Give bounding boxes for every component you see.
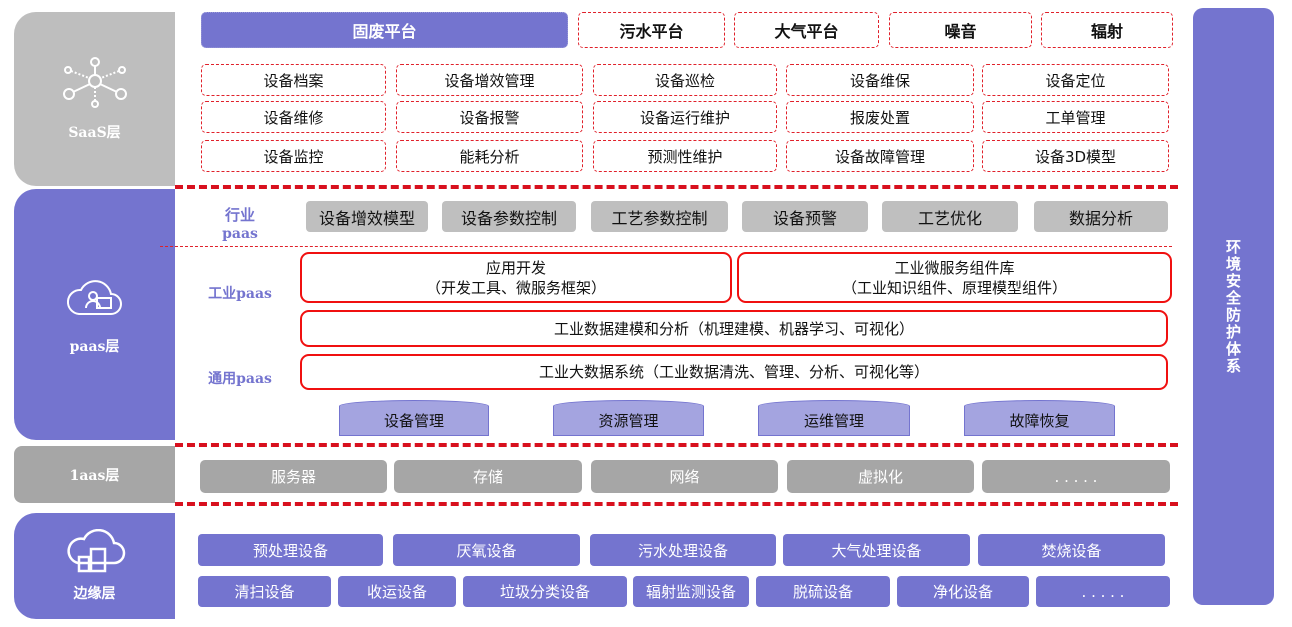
industry-paas-item[interactable]: 工艺优化 <box>882 201 1018 232</box>
cloud-developer-icon <box>66 279 122 315</box>
paas-layer-panel: paas层 <box>14 189 175 440</box>
platform-tab-noise[interactable]: 噪音 <box>889 12 1032 48</box>
platform-tab-air[interactable]: 大气平台 <box>734 12 879 48</box>
edge-device-item[interactable]: 脱硫设备 <box>756 576 890 607</box>
edge-device-item[interactable]: 厌氧设备 <box>393 534 580 566</box>
data-modeling-box: 工业数据建模和分析（机理建模、机器学习、可视化） <box>300 310 1168 347</box>
service-cylinder[interactable]: 资源管理 <box>553 400 704 436</box>
saas-module-item[interactable]: 设备3D模型 <box>982 140 1169 172</box>
network-nodes-icon <box>62 57 127 108</box>
saas-module-item[interactable]: 预测性维护 <box>593 140 777 172</box>
edge-device-item[interactable]: 污水处理设备 <box>590 534 776 566</box>
iaas-item[interactable]: . . . . . <box>982 460 1170 493</box>
saas-module-item[interactable]: 设备档案 <box>201 64 386 96</box>
bigdata-system-box: 工业大数据系统（工业数据清洗、管理、分析、可视化等） <box>300 354 1168 390</box>
paas-divider <box>160 246 1172 247</box>
saas-module-item[interactable]: 设备监控 <box>201 140 386 172</box>
iaas-layer-label: 1aas层 <box>69 467 120 484</box>
platform-tab-sewage[interactable]: 污水平台 <box>578 12 725 48</box>
edge-device-item[interactable]: 辐射监测设备 <box>633 576 749 607</box>
iaas-layer-panel: 1aas层 <box>14 446 175 503</box>
edge-layer-label: 边缘层 <box>73 586 116 602</box>
edge-device-item[interactable]: 清扫设备 <box>198 576 331 607</box>
saas-layer-label: SaaS层 <box>68 125 121 141</box>
saas-module-item[interactable]: 设备维保 <box>786 64 974 96</box>
platform-tab-radiation[interactable]: 辐射 <box>1041 12 1173 48</box>
cloud-devices-icon <box>66 529 125 573</box>
saas-module-item[interactable]: 设备维修 <box>201 101 386 133</box>
microservice-sub: （工业知识组件、原理模型组件） <box>841 278 1067 297</box>
edge-device-item[interactable]: 净化设备 <box>897 576 1029 607</box>
general-paas-label: 通用paas <box>208 371 272 387</box>
saas-module-item[interactable]: 设备增效管理 <box>396 64 583 96</box>
iaas-item[interactable]: 存储 <box>394 460 582 493</box>
saas-module-item[interactable]: 设备故障管理 <box>786 140 974 172</box>
app-dev-title: 应用开发 <box>485 258 546 277</box>
layer-divider <box>175 185 1178 189</box>
edge-device-item[interactable]: 收运设备 <box>338 576 456 607</box>
security-system-bar: 环境安全防护体系 <box>1193 8 1274 605</box>
industry-paas-item[interactable]: 设备预警 <box>742 201 868 232</box>
edge-device-item[interactable]: 焚烧设备 <box>978 534 1165 566</box>
app-dev-box: 应用开发 （开发工具、微服务框架） <box>300 252 732 303</box>
industry-paas-item[interactable]: 工艺参数控制 <box>591 201 728 232</box>
saas-layer-panel: SaaS层 <box>14 12 175 186</box>
microservice-box: 工业微服务组件库 （工业知识组件、原理模型组件） <box>737 252 1172 303</box>
industry-paas-item[interactable]: 设备参数控制 <box>442 201 576 232</box>
microservice-title: 工业微服务组件库 <box>894 258 1015 277</box>
edge-device-item[interactable]: . . . . . <box>1036 576 1170 607</box>
platform-tab-solid-waste[interactable]: 固废平台 <box>201 12 568 48</box>
industry-paas-label-2: paas <box>222 226 258 242</box>
iaas-item[interactable]: 虚拟化 <box>787 460 974 493</box>
saas-module-item[interactable]: 设备运行维护 <box>593 101 777 133</box>
saas-module-item[interactable]: 报废处置 <box>786 101 974 133</box>
saas-module-item[interactable]: 能耗分析 <box>396 140 583 172</box>
edge-layer-panel: 边缘层 <box>14 513 175 619</box>
saas-module-item[interactable]: 设备报警 <box>396 101 583 133</box>
paas-layer-label: paas层 <box>69 338 120 355</box>
iaas-item[interactable]: 服务器 <box>200 460 387 493</box>
industry-paas-item[interactable]: 数据分析 <box>1034 201 1168 232</box>
saas-module-item[interactable]: 设备定位 <box>982 64 1169 96</box>
saas-module-item[interactable]: 设备巡检 <box>593 64 777 96</box>
industry-paas-label-1: 行业 <box>224 206 255 224</box>
edge-device-item[interactable]: 预处理设备 <box>198 534 383 566</box>
edge-device-item[interactable]: 垃圾分类设备 <box>463 576 627 607</box>
saas-module-item[interactable]: 工单管理 <box>982 101 1169 133</box>
industry-paas-item[interactable]: 设备增效模型 <box>306 201 428 232</box>
service-cylinder[interactable]: 故障恢复 <box>964 400 1115 436</box>
layer-divider <box>175 443 1178 447</box>
service-cylinder[interactable]: 运维管理 <box>758 400 910 436</box>
app-dev-sub: （开发工具、微服务框架） <box>425 278 606 297</box>
service-cylinder[interactable]: 设备管理 <box>339 400 489 436</box>
layer-divider <box>175 502 1178 506</box>
iaas-item[interactable]: 网络 <box>591 460 778 493</box>
industrial-paas-label: 工业paas <box>208 286 272 302</box>
edge-device-item[interactable]: 大气处理设备 <box>783 534 970 566</box>
security-system-label: 环境安全防护体系 <box>1224 238 1242 375</box>
